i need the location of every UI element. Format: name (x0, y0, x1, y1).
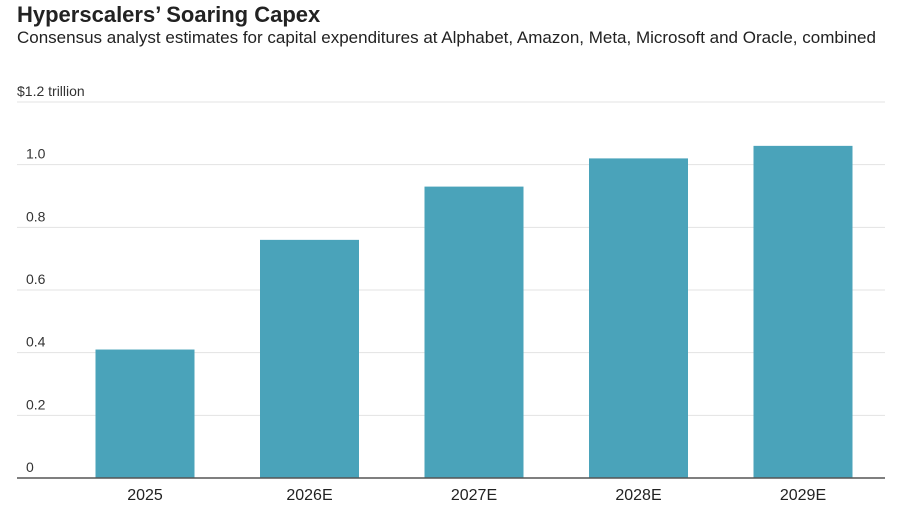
y-tick-label: 0.6 (26, 271, 46, 287)
bar-2025 (95, 349, 195, 478)
x-category-label: 2025 (127, 487, 163, 504)
x-category-label: 2029E (780, 487, 826, 504)
x-axis-labels: 2025 2026E 2027E 2028E 2029E (127, 487, 826, 504)
y-tick-label: 0 (26, 459, 34, 475)
y-axis-unit-label: $1.2 trillion (17, 83, 85, 99)
x-category-label: 2026E (286, 487, 332, 504)
y-tick-label: 0.8 (26, 208, 46, 224)
bar-2028e (589, 158, 688, 478)
y-tick-label: 0.4 (26, 334, 46, 350)
y-axis-ticks: $1.2 trillion 0 0.2 0.4 0.6 0.8 1.0 (17, 83, 85, 475)
bars (95, 145, 853, 478)
x-category-label: 2027E (451, 487, 497, 504)
bar-2029e (753, 145, 853, 478)
y-tick-label: 0.2 (26, 396, 46, 412)
bar-2026e (260, 239, 359, 478)
chart-title: Hyperscalers’ Soaring Capex (17, 2, 321, 27)
chart-subtitle: Consensus analyst estimates for capital … (17, 28, 876, 47)
bar-2027e (424, 186, 524, 478)
x-category-label: 2028E (615, 487, 661, 504)
y-tick-label: 1.0 (26, 146, 46, 162)
